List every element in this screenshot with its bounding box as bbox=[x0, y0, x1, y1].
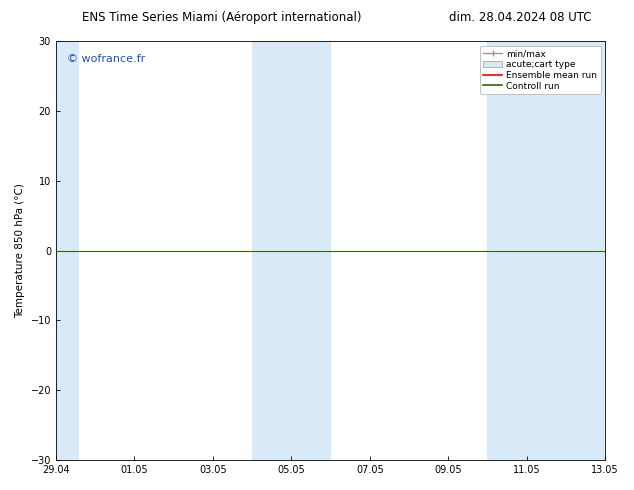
Text: dim. 28.04.2024 08 UTC: dim. 28.04.2024 08 UTC bbox=[449, 11, 591, 24]
Bar bbox=[488, 41, 527, 460]
Bar bbox=[56, 41, 79, 460]
Text: ENS Time Series Miami (Aéroport international): ENS Time Series Miami (Aéroport internat… bbox=[82, 11, 361, 24]
Bar bbox=[252, 41, 291, 460]
Bar bbox=[291, 41, 330, 460]
Y-axis label: Temperature 850 hPa (°C): Temperature 850 hPa (°C) bbox=[15, 183, 25, 318]
Bar bbox=[527, 41, 605, 460]
Text: © wofrance.fr: © wofrance.fr bbox=[67, 53, 145, 64]
Legend: min/max, acute;cart type, Ensemble mean run, Controll run: min/max, acute;cart type, Ensemble mean … bbox=[480, 46, 600, 94]
